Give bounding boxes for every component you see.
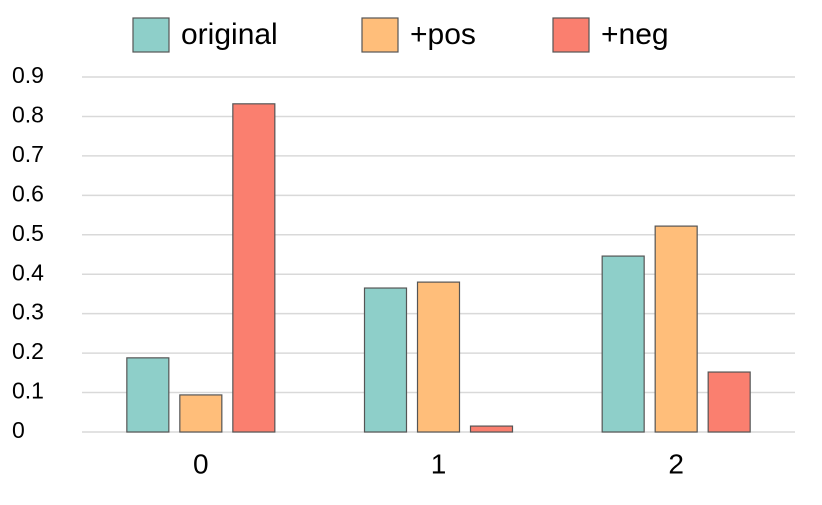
bar xyxy=(707,371,751,433)
y-tick-label: 0.5 xyxy=(12,220,44,246)
y-tick-label: 0.7 xyxy=(12,141,44,167)
y-tick-label: 0.8 xyxy=(12,102,44,128)
x-tick-label: 1 xyxy=(431,448,447,479)
bar xyxy=(126,357,170,433)
legend-label: +pos xyxy=(410,18,476,51)
y-tick-label: 0.9 xyxy=(12,62,44,88)
y-tick-label: 0.3 xyxy=(12,299,44,325)
bar xyxy=(179,394,223,433)
bar xyxy=(363,287,408,433)
y-tick-label: 0.1 xyxy=(12,378,44,404)
y-tick-label: 0.4 xyxy=(12,259,44,285)
bar xyxy=(654,225,698,433)
legend-swatch xyxy=(361,17,399,53)
bar xyxy=(601,255,645,433)
x-tick-label: 0 xyxy=(193,448,209,479)
legend-label: original xyxy=(181,18,278,51)
legend-swatch xyxy=(552,17,590,53)
y-tick-label: 0.6 xyxy=(12,180,44,206)
legend-label: +neg xyxy=(601,18,669,51)
y-tick-label: 0.2 xyxy=(12,338,44,364)
bar xyxy=(416,281,461,433)
legend-swatch xyxy=(132,17,170,53)
y-tick-label: 0 xyxy=(12,417,25,443)
x-tick-label: 2 xyxy=(668,448,684,479)
bar xyxy=(469,425,514,433)
bar xyxy=(232,103,276,433)
